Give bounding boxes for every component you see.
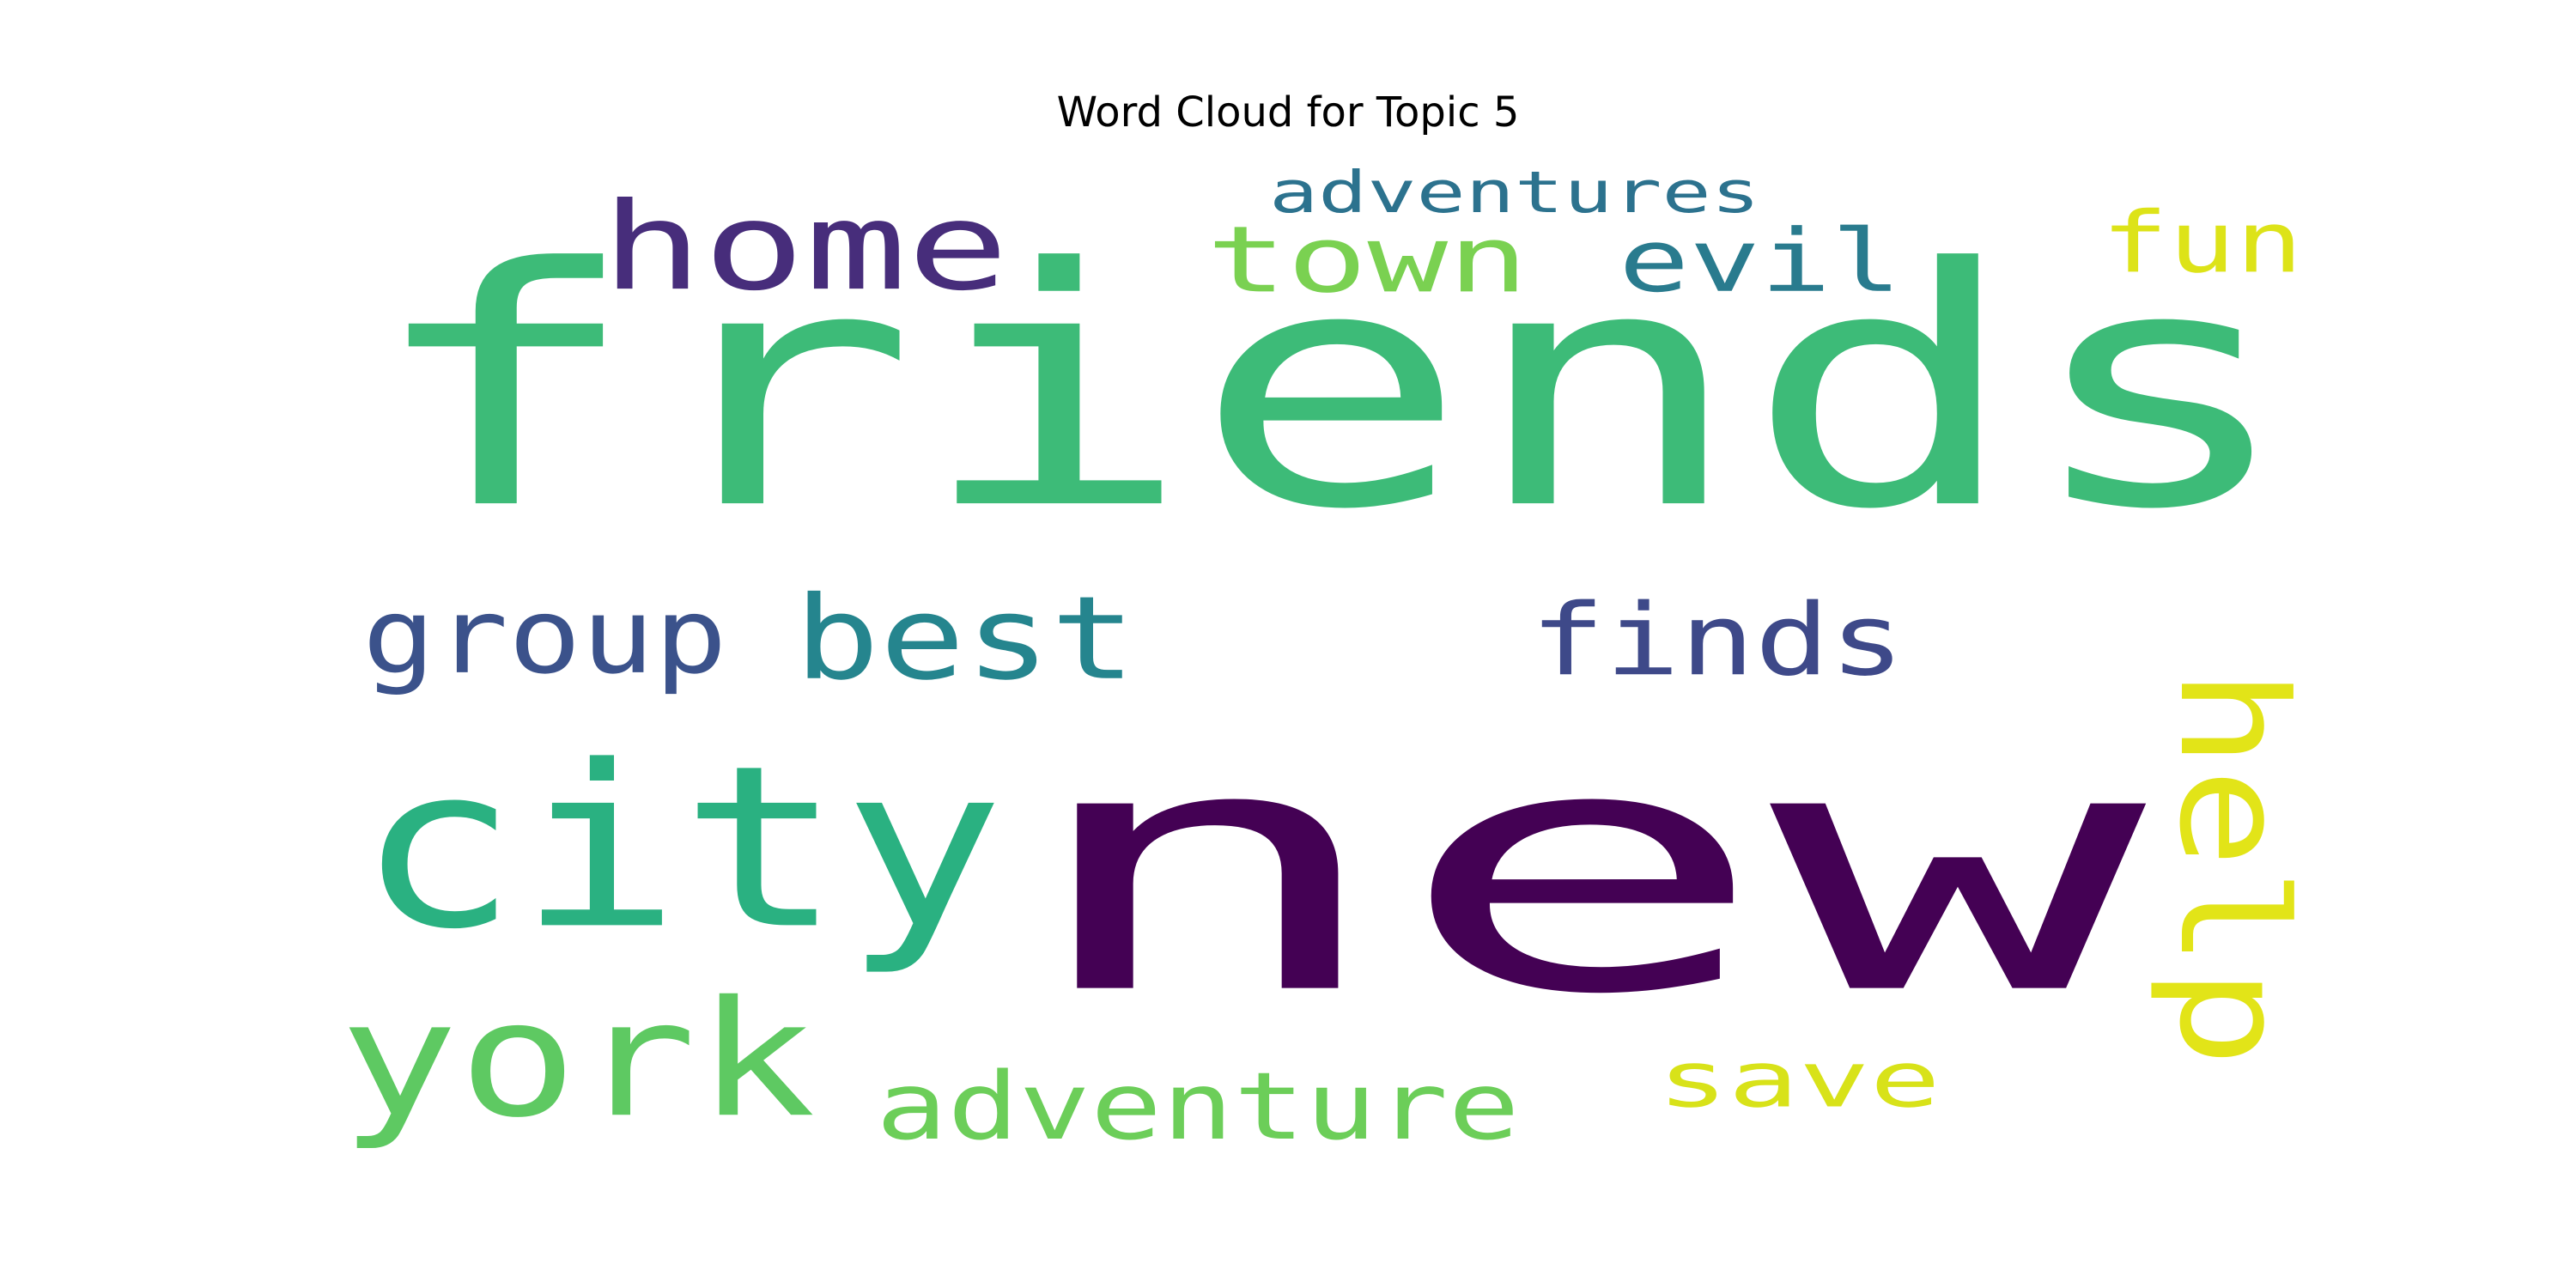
word-new: new (1018, 675, 2151, 1068)
chart-title: Word Cloud for Topic 5 (1056, 88, 1520, 137)
word-town: town (1206, 207, 1528, 313)
word-adventures: adventures (1269, 160, 1760, 226)
word-group: group (362, 576, 727, 697)
word-friends: friends (365, 198, 2297, 581)
word-finds: finds (1530, 582, 1905, 698)
word-help: help (2147, 668, 2318, 1067)
word-best: best (794, 572, 1136, 706)
word-city: city (356, 717, 1005, 978)
word-evil: evil (1619, 211, 1902, 312)
word-save: save (1657, 1036, 1941, 1126)
word-york: york (339, 967, 816, 1153)
word-fun: fun (2101, 194, 2303, 292)
word-home: home (601, 177, 1009, 318)
word-adventure: adventure (876, 1053, 1520, 1161)
